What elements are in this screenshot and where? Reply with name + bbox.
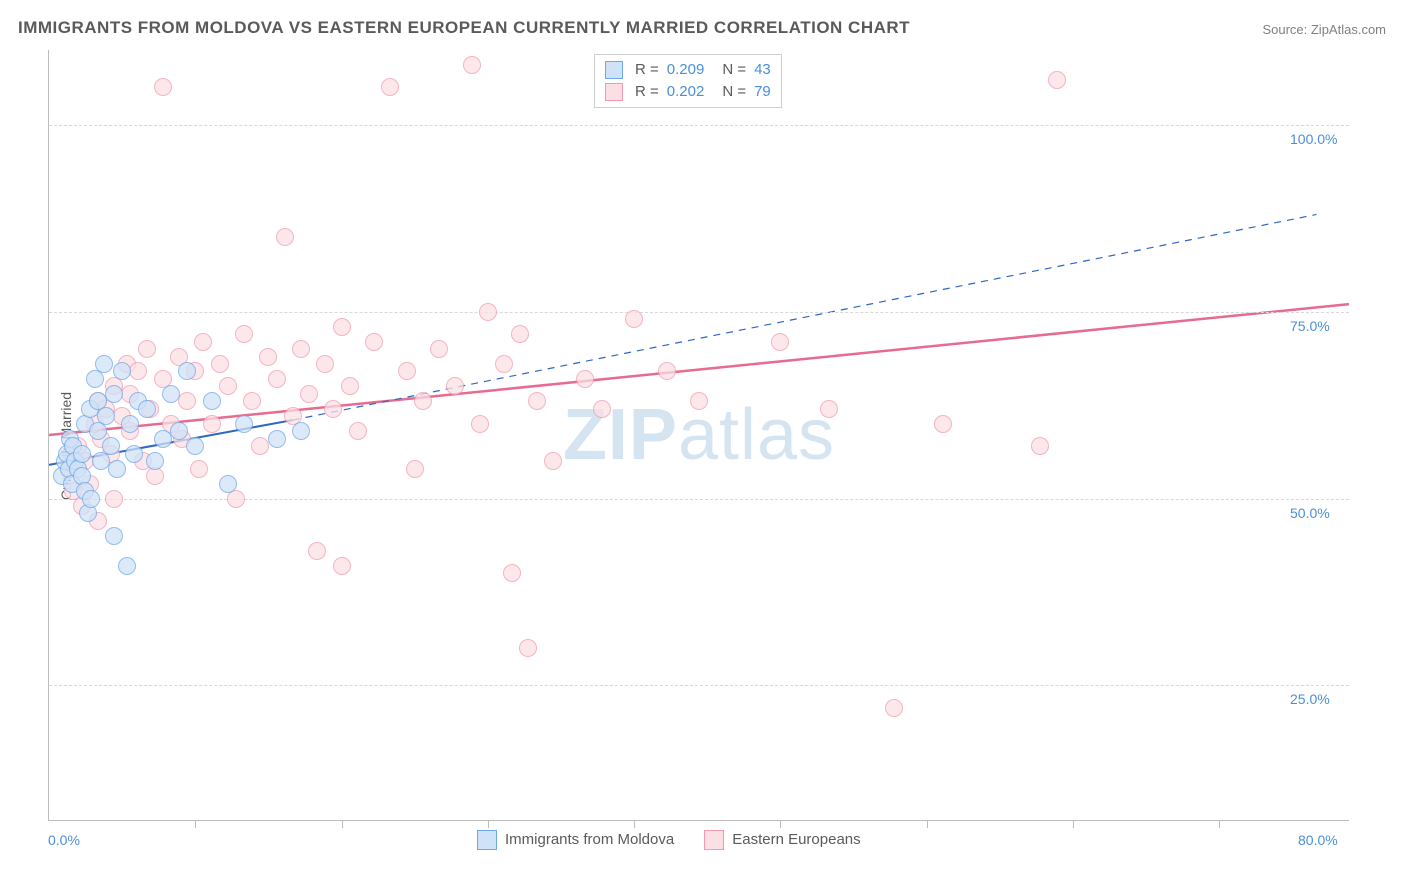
x-tick xyxy=(342,820,343,828)
n-value: 79 xyxy=(754,81,771,103)
data-point xyxy=(190,460,208,478)
data-point xyxy=(658,362,676,380)
data-point xyxy=(414,392,432,410)
n-label: N = xyxy=(722,59,746,81)
r-label: R = xyxy=(635,59,659,81)
legend-item: Eastern Europeans xyxy=(704,830,860,850)
data-point xyxy=(341,377,359,395)
data-point xyxy=(406,460,424,478)
legend-label: Immigrants from Moldova xyxy=(505,831,674,848)
data-point xyxy=(365,333,383,351)
r-label: R = xyxy=(635,81,659,103)
correlation-row: R = 0.202 N = 79 xyxy=(605,81,771,103)
data-point xyxy=(203,392,221,410)
source-label: Source: ZipAtlas.com xyxy=(1262,22,1386,37)
x-tick xyxy=(1073,820,1074,828)
data-point xyxy=(219,475,237,493)
n-value: 43 xyxy=(754,59,771,81)
data-point xyxy=(625,310,643,328)
data-point xyxy=(292,340,310,358)
data-point xyxy=(118,557,136,575)
r-value: 0.202 xyxy=(667,81,705,103)
data-point xyxy=(276,228,294,246)
data-point xyxy=(138,400,156,418)
x-tick xyxy=(488,820,489,828)
y-tick-label: 75.0% xyxy=(1290,318,1330,334)
n-label: N = xyxy=(722,81,746,103)
legend-label: Eastern Europeans xyxy=(732,831,860,848)
data-point xyxy=(333,318,351,336)
gridline xyxy=(49,312,1349,313)
data-point xyxy=(121,415,139,433)
data-point xyxy=(105,385,123,403)
data-point xyxy=(259,348,277,366)
data-point xyxy=(73,445,91,463)
data-point xyxy=(349,422,367,440)
data-point xyxy=(528,392,546,410)
plot-area: ZIPatlas xyxy=(48,50,1349,821)
correlation-row: R = 0.209 N = 43 xyxy=(605,59,771,81)
chart-title: IMMIGRANTS FROM MOLDOVA VS EASTERN EUROP… xyxy=(18,18,910,38)
data-point xyxy=(203,415,221,433)
correlation-legend: R = 0.209 N = 43 R = 0.202 N = 79 xyxy=(594,54,782,108)
data-point xyxy=(211,355,229,373)
chart-container: IMMIGRANTS FROM MOLDOVA VS EASTERN EUROP… xyxy=(0,0,1406,892)
series-legend: Immigrants from Moldova Eastern Europeans xyxy=(477,830,861,850)
data-point xyxy=(194,333,212,351)
data-point xyxy=(333,557,351,575)
gridline xyxy=(49,125,1349,126)
x-axis-max-label: 80.0% xyxy=(1298,832,1338,848)
data-point xyxy=(934,415,952,433)
data-point xyxy=(268,370,286,388)
x-tick xyxy=(927,820,928,828)
data-point xyxy=(308,542,326,560)
data-point xyxy=(105,527,123,545)
x-tick xyxy=(780,820,781,828)
data-point xyxy=(108,460,126,478)
data-point xyxy=(138,340,156,358)
x-tick xyxy=(1219,820,1220,828)
legend-item: Immigrants from Moldova xyxy=(477,830,674,850)
x-tick xyxy=(634,820,635,828)
data-point xyxy=(463,56,481,74)
data-point xyxy=(430,340,448,358)
legend-swatch xyxy=(704,830,724,850)
data-point xyxy=(471,415,489,433)
data-point xyxy=(162,385,180,403)
data-point xyxy=(235,415,253,433)
data-point xyxy=(235,325,253,343)
x-axis-min-label: 0.0% xyxy=(48,832,80,848)
data-point xyxy=(885,699,903,717)
data-point xyxy=(820,400,838,418)
legend-swatch xyxy=(477,830,497,850)
data-point xyxy=(154,430,172,448)
data-point xyxy=(105,490,123,508)
data-point xyxy=(300,385,318,403)
data-point xyxy=(771,333,789,351)
data-point xyxy=(82,490,100,508)
legend-swatch xyxy=(605,83,623,101)
legend-swatch xyxy=(605,61,623,79)
data-point xyxy=(479,303,497,321)
data-point xyxy=(146,452,164,470)
data-point xyxy=(268,430,286,448)
y-tick-label: 50.0% xyxy=(1290,505,1330,521)
y-tick-label: 100.0% xyxy=(1290,131,1337,147)
data-point xyxy=(544,452,562,470)
data-point xyxy=(1048,71,1066,89)
data-point xyxy=(398,362,416,380)
gridline xyxy=(49,685,1349,686)
plot-svg xyxy=(49,50,1349,820)
y-tick-label: 25.0% xyxy=(1290,691,1330,707)
data-point xyxy=(125,445,143,463)
data-point xyxy=(495,355,513,373)
r-value: 0.209 xyxy=(667,59,705,81)
data-point xyxy=(292,422,310,440)
data-point xyxy=(102,437,120,455)
x-tick xyxy=(195,820,196,828)
data-point xyxy=(593,400,611,418)
